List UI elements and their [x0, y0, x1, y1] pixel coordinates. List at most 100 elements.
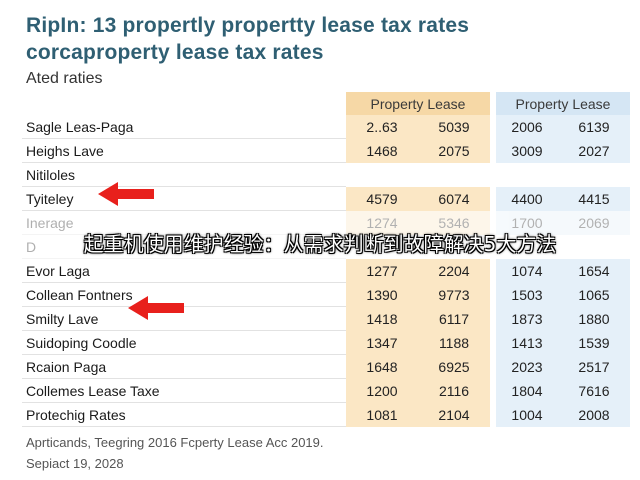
rate-cell: 1880	[558, 307, 630, 331]
rate-cell	[418, 163, 490, 187]
rate-cell: 1081	[346, 403, 418, 427]
row-label: Sagle Leas-Paga	[22, 115, 346, 139]
table-row: Inerage 1274 5346 1700 2069	[22, 211, 630, 235]
red-arrow-icon	[98, 182, 154, 206]
column-gap	[490, 403, 496, 427]
rate-cell	[558, 163, 630, 187]
rate-cell: 5039	[418, 115, 490, 139]
footer-line-2: Sepiact 19, 2028	[26, 456, 124, 471]
table-subtitle: Ated raties	[26, 70, 103, 87]
table-row: Suidoping Coodle 1347 1188 1413 1539	[22, 331, 630, 355]
rate-cell: 1390	[346, 283, 418, 307]
rate-cell: 6117	[418, 307, 490, 331]
row-label: Protechig Rates	[22, 403, 346, 427]
table-header-row: Property Lease Property Lease	[22, 92, 630, 115]
table-row: Smilty Lave 1418 6117 1873 1880	[22, 307, 630, 331]
row-label: Collean Fontners	[22, 283, 346, 307]
table-row: Collemes Lease Taxe 1200 2116 1804 7616	[22, 379, 630, 403]
rate-cell	[558, 235, 630, 259]
table-row: Tyiteley 4579 6074 4400 4415	[22, 187, 630, 211]
table-row: Sagle Leas-Paga 2..63 5039 2006 6139	[22, 115, 630, 139]
rate-cell: 7616	[558, 379, 630, 403]
header-group-1: Property Lease	[346, 92, 490, 115]
rate-cell: 1700	[496, 211, 558, 235]
rate-cell: 1277	[346, 259, 418, 283]
row-label: Collemes Lease Taxe	[22, 379, 346, 403]
column-gap	[490, 235, 496, 259]
rate-cell: 2116	[418, 379, 490, 403]
table-row: D	[22, 235, 630, 259]
rate-cell: 1188	[418, 331, 490, 355]
header-group-2: Property Lease	[496, 92, 630, 115]
table-row: Rcaion Paga 1648 6925 2023 2517	[22, 355, 630, 379]
row-label: Inerage	[22, 211, 346, 235]
rate-cell: 6074	[418, 187, 490, 211]
rate-cell: 1074	[496, 259, 558, 283]
column-gap	[490, 139, 496, 163]
row-label: D	[22, 235, 346, 259]
column-gap	[490, 283, 496, 307]
rate-cell: 1804	[496, 379, 558, 403]
title-line-1: RipIn: 13 propertly propertty lease tax …	[26, 14, 470, 37]
rate-cell: 6925	[418, 355, 490, 379]
rate-cell: 2075	[418, 139, 490, 163]
rate-cell: 2204	[418, 259, 490, 283]
column-gap	[490, 211, 496, 235]
overlay-caption: 起重机使用维护经验：从需求判断到故障解决5大方法	[83, 232, 557, 256]
rate-cell: 9773	[418, 283, 490, 307]
row-label: Rcaion Paga	[22, 355, 346, 379]
rate-cell: 1347	[346, 331, 418, 355]
rate-cell: 2104	[418, 403, 490, 427]
rate-cell: 2027	[558, 139, 630, 163]
rate-cell: 1648	[346, 355, 418, 379]
column-gap	[490, 187, 496, 211]
document-title: RipIn: 13 propertly propertty lease tax …	[26, 12, 626, 66]
rate-cell: 3009	[496, 139, 558, 163]
rate-cell: 1413	[496, 331, 558, 355]
rate-cell: 2..63	[346, 115, 418, 139]
rate-cell: 6139	[558, 115, 630, 139]
header-gap	[490, 92, 496, 115]
rate-cell: 1468	[346, 139, 418, 163]
rate-cell: 1654	[558, 259, 630, 283]
rate-cell	[418, 235, 490, 259]
rate-cell	[496, 163, 558, 187]
column-gap	[490, 307, 496, 331]
column-gap	[490, 379, 496, 403]
table-row: Protechig Rates 1081 2104 1004 2008	[22, 403, 630, 427]
column-gap	[490, 331, 496, 355]
rate-cell	[346, 163, 418, 187]
table-row: Heighs Lave 1468 2075 3009 2027	[22, 139, 630, 163]
rate-cell: 4579	[346, 187, 418, 211]
rate-cell: 1004	[496, 403, 558, 427]
rate-cell: 2023	[496, 355, 558, 379]
red-arrow-icon	[128, 296, 184, 320]
row-label: Tyiteley	[22, 187, 346, 211]
title-line-2: corcaproperty lease tax rates	[26, 41, 324, 64]
row-label: Evor Laga	[22, 259, 346, 283]
rate-cell: 2517	[558, 355, 630, 379]
rate-cell: 4400	[496, 187, 558, 211]
rate-cell: 5346	[418, 211, 490, 235]
header-blank	[22, 92, 346, 115]
table-row: Collean Fontners 1390 9773 1503 1065	[22, 283, 630, 307]
table-row: Nitiloles	[22, 163, 630, 187]
rate-cell: 2008	[558, 403, 630, 427]
row-label: Smilty Lave	[22, 307, 346, 331]
row-label: Nitiloles	[22, 163, 346, 187]
rate-cell: 2069	[558, 211, 630, 235]
rate-cell: 1200	[346, 379, 418, 403]
rate-cell: 1274	[346, 211, 418, 235]
row-label: Heighs Lave	[22, 139, 346, 163]
row-label: Suidoping Coodle	[22, 331, 346, 355]
tax-rate-table: Property Lease Property Lease Sagle Leas…	[22, 92, 630, 427]
rate-cell: 1418	[346, 307, 418, 331]
column-gap	[490, 355, 496, 379]
table-row: Evor Laga 1277 2204 1074 1654	[22, 259, 630, 283]
rate-cell: 1539	[558, 331, 630, 355]
footer-line-1: Aprticands, Teegring 2016 Fcperty Lease …	[26, 435, 324, 450]
rate-cell: 1873	[496, 307, 558, 331]
rate-cell	[496, 235, 558, 259]
column-gap	[490, 163, 496, 187]
rate-cell: 1065	[558, 283, 630, 307]
